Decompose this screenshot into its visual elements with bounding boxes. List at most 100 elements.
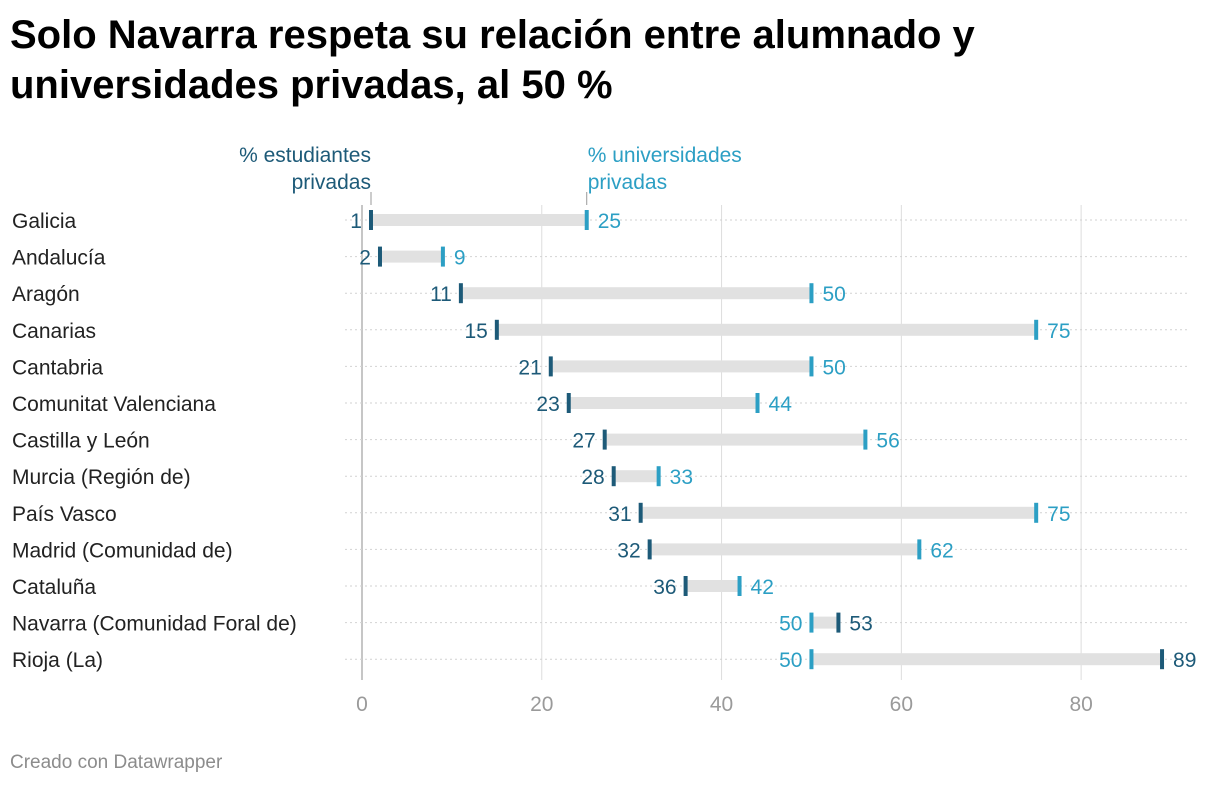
universities-marker <box>1034 502 1039 523</box>
range-bar <box>811 653 1163 666</box>
row-10: Cataluña 36 42 <box>12 576 1189 599</box>
students-marker <box>368 210 373 230</box>
range-bar <box>379 250 443 263</box>
students-value-label: 21 <box>518 356 541 379</box>
universities-marker <box>809 283 814 304</box>
universities-marker <box>809 356 814 377</box>
universities-marker <box>809 649 814 670</box>
range-bar <box>604 433 866 446</box>
range-bar <box>640 506 1037 519</box>
students-value-label: 31 <box>608 503 631 526</box>
universities-value-label: 50 <box>779 613 802 636</box>
row-4: Cantabria 21 50 <box>12 356 1189 379</box>
tick-label-20: 20 <box>530 693 553 716</box>
students-marker <box>602 429 607 450</box>
x-axis-ticks: 0 20 40 60 80 <box>356 693 1093 716</box>
category-label: Comunitat Valenciana <box>12 393 216 416</box>
row-5: Comunitat Valenciana 23 44 <box>12 393 1189 416</box>
students-value-label: 15 <box>464 320 487 343</box>
universities-value-label: 75 <box>1047 320 1070 343</box>
students-value-label: 1 <box>350 210 362 233</box>
category-label: Castilla y León <box>12 430 150 453</box>
category-label: País Vasco <box>12 503 117 526</box>
universities-marker <box>1034 319 1039 340</box>
range-bar <box>649 543 920 556</box>
row-2: Aragón 11 50 <box>12 283 1189 306</box>
students-value-label: 23 <box>536 393 559 416</box>
range-bar <box>685 580 740 592</box>
universities-value-label: 62 <box>930 539 953 562</box>
universities-value-label: 9 <box>454 247 466 270</box>
category-label: Rioja (La) <box>12 649 103 672</box>
students-value-label: 11 <box>430 283 452 306</box>
range-bar <box>613 470 659 483</box>
row-11: Navarra (Comunidad Foral de) 53 50 <box>12 612 1189 636</box>
category-label: Galicia <box>12 210 77 233</box>
legend-students-line-2: privadas <box>292 171 371 194</box>
universities-value-label: 75 <box>1047 503 1070 526</box>
row-7: Murcia (Región de) 28 33 <box>12 466 1189 489</box>
category-rows: Galicia 1 25 Andalucía 2 9 Aragón 11 50 Canarias 1… <box>12 210 1196 672</box>
row-6: Castilla y León 27 56 <box>12 429 1189 453</box>
range-bar <box>496 323 1037 336</box>
students-marker <box>683 576 688 596</box>
range-bar <box>568 397 758 409</box>
range-bar <box>550 360 812 373</box>
universities-marker <box>656 466 661 487</box>
students-value-label: 28 <box>581 466 604 489</box>
students-value-label: 32 <box>617 539 640 562</box>
row-0: Galicia 1 25 <box>12 210 1189 233</box>
category-label: Navarra (Comunidad Foral de) <box>12 613 297 636</box>
legend: % estudiantes privadas % universidades priv… <box>239 144 742 205</box>
students-value-label: 53 <box>849 613 872 636</box>
universities-value-label: 25 <box>598 210 621 233</box>
category-label: Cataluña <box>12 576 96 599</box>
category-label: Madrid (Comunidad de) <box>12 539 233 562</box>
universities-marker <box>584 210 589 230</box>
universities-marker <box>917 539 922 560</box>
tick-label-40: 40 <box>710 693 733 716</box>
category-label: Murcia (Región de) <box>12 466 191 489</box>
universities-value-label: 44 <box>769 393 793 416</box>
tick-label-60: 60 <box>890 693 913 716</box>
students-marker <box>548 356 553 377</box>
category-label: Andalucía <box>12 247 106 270</box>
students-marker <box>458 283 463 304</box>
students-value-label: 2 <box>359 247 371 270</box>
students-marker <box>377 246 382 267</box>
row-12: Rioja (La) 89 50 <box>12 649 1196 672</box>
range-bar <box>460 287 812 300</box>
universities-value-label: 50 <box>822 356 845 379</box>
footer-credit: Creado con Datawrapper <box>10 752 223 773</box>
universities-value-label: 50 <box>822 283 845 306</box>
universities-marker <box>737 576 742 596</box>
students-marker <box>836 612 841 633</box>
legend-universities-line-1: % universidades <box>588 144 742 167</box>
tick-label-80: 80 <box>1069 693 1092 716</box>
row-3: Canarias 15 75 <box>12 319 1189 343</box>
category-label: Aragón <box>12 283 80 306</box>
students-value-label: 27 <box>572 430 595 453</box>
students-marker <box>1160 649 1165 670</box>
category-label: Canarias <box>12 320 96 343</box>
range-bar <box>811 616 839 629</box>
students-value-label: 89 <box>1173 649 1196 672</box>
legend-universities-line-2: privadas <box>588 171 667 194</box>
universities-marker <box>755 393 760 413</box>
universities-value-label: 33 <box>670 466 693 489</box>
students-marker <box>638 502 643 523</box>
row-9: Madrid (Comunidad de) 32 62 <box>12 539 1189 562</box>
students-value-label: 36 <box>653 576 676 599</box>
tick-label-0: 0 <box>356 693 368 716</box>
universities-marker <box>863 429 868 450</box>
universities-marker <box>440 246 445 267</box>
row-1: Andalucía 2 9 <box>12 246 1189 270</box>
universities-value-label: 50 <box>779 649 802 672</box>
universities-marker <box>809 612 814 633</box>
category-label: Cantabria <box>12 356 103 379</box>
students-marker <box>647 539 652 560</box>
students-marker <box>611 466 616 487</box>
students-marker <box>566 393 571 413</box>
legend-students-line-1: % estudiantes <box>239 144 371 167</box>
